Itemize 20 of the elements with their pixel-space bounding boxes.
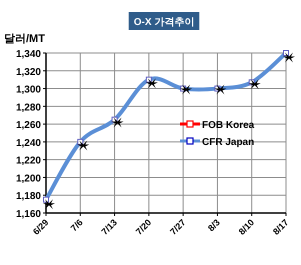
x-tick-label: 8/10 bbox=[236, 217, 256, 237]
y-tick-label: 1,340 bbox=[16, 49, 42, 60]
y-tick-label: 1,200 bbox=[16, 173, 42, 184]
y-tick-label: 1,160 bbox=[16, 209, 42, 220]
legend-label: FOB Korea bbox=[202, 120, 255, 131]
y-axis-title: 달러/MT bbox=[4, 33, 46, 45]
y-tick-label: 1,220 bbox=[16, 156, 42, 167]
x-tick-label: 7/13 bbox=[100, 217, 119, 237]
x-tick-label: 7/6 bbox=[68, 217, 85, 234]
y-tick-label: 1,240 bbox=[16, 138, 42, 149]
y-tick-label: 1,180 bbox=[16, 191, 42, 202]
x-tick-label: 7/20 bbox=[134, 217, 154, 237]
x-tick-label: 8/3 bbox=[206, 217, 222, 234]
y-tick-label: 1,320 bbox=[16, 66, 42, 78]
y-tick-label: 1,280 bbox=[16, 102, 42, 114]
y-tick-label: 1,260 bbox=[16, 120, 42, 132]
legend-label: CFR Japan bbox=[202, 137, 254, 148]
chart-title: O-X 가격추이 bbox=[134, 17, 194, 28]
x-tick-label: 6/29 bbox=[30, 217, 50, 237]
y-tick-label: 1,300 bbox=[16, 84, 42, 96]
